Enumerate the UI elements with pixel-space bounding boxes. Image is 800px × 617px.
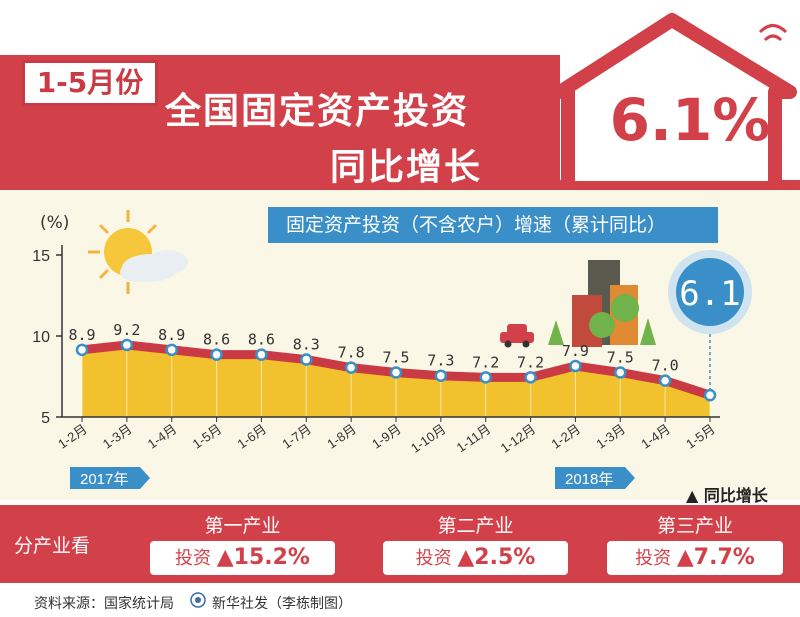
sector-card-primary: 第一产业 投资 ▲15.2% (135, 505, 350, 583)
sector-label: 投资 (635, 548, 672, 569)
data-point (300, 353, 313, 366)
data-point (255, 348, 268, 361)
x-tick-label: 1-7月 (279, 421, 314, 452)
sector-name: 第二产业 (437, 515, 514, 537)
data-point (658, 374, 672, 387)
x-tick-label: 1-8月 (324, 421, 359, 452)
data-point (75, 343, 89, 357)
sector-label: 投资 (175, 548, 211, 569)
sector-name: 第一产业 (204, 515, 281, 537)
data-label: 6.1 (679, 274, 740, 314)
data-label: 7.3 (427, 352, 454, 370)
sun-cloud-icon (88, 210, 188, 294)
data-point (434, 369, 448, 382)
car-icon (500, 324, 534, 348)
legend-label: ▲ 同比增长 (686, 486, 768, 505)
buildings-icon (548, 260, 656, 347)
data-label: 8.6 (203, 331, 230, 349)
page-title-line2: 同比增长 (330, 147, 483, 188)
header (0, 0, 800, 195)
x-tick-label: 1-6月 (234, 421, 269, 452)
data-point (479, 371, 492, 384)
data-label: 7.5 (607, 349, 634, 367)
x-tick-label: 1-4月 (145, 421, 180, 452)
data-point (569, 359, 582, 373)
x-tick-label: 1-3月 (100, 421, 135, 452)
x-tick-label: 1-2月 (548, 421, 583, 452)
data-point (524, 371, 537, 384)
data-point (120, 338, 134, 352)
data-label: 7.2 (517, 353, 544, 371)
sector-heading: 分产业看 (14, 535, 91, 557)
x-tick-label: 1-5月 (190, 421, 225, 452)
signal-icon (758, 24, 788, 42)
year-tag-2017: 2017年 (70, 467, 150, 489)
year-label-2018: 2018年 (565, 471, 613, 488)
year-label-2017: 2017年 (80, 471, 128, 488)
latest-value-bubble (668, 250, 752, 395)
footer-source: 资料来源：国家统计局 (34, 596, 174, 612)
footer-agency: 新华社发（李栋制图） (212, 596, 352, 612)
data-label: 8.6 (248, 331, 275, 349)
data-point (614, 366, 627, 379)
x-tick-label: 1-3月 (593, 421, 628, 452)
data-label: 8.3 (293, 336, 320, 354)
sector-label: 投资 (415, 548, 452, 569)
xinhua-logo-icon (190, 592, 206, 608)
y-tick-label: 15 (32, 248, 50, 265)
sector-card-secondary: 第二产业 投资 ▲2.5% (368, 505, 583, 583)
data-label: 7.9 (562, 342, 589, 360)
x-tick-label: 1-9月 (369, 421, 404, 452)
period-badge: 1-5月份 (22, 60, 158, 106)
chart-subtitle: 固定资产投资（不含农户）增速（累计同比） (268, 207, 718, 243)
x-tick-label: 1-5月 (683, 421, 718, 452)
year-tag-2018: 2018年 (555, 467, 635, 489)
x-tick-label: 1-11月 (454, 421, 494, 455)
sector-card-tertiary: 第三产业 投资 ▲7.7% (595, 505, 795, 583)
x-tick-label: 1-10月 (408, 421, 449, 456)
data-point (165, 343, 178, 357)
sector-value-box: 投资 ▲7.7% (607, 541, 783, 575)
y-tick-label: 5 (41, 410, 50, 427)
data-label: 7.8 (338, 344, 365, 362)
sector-value: ▲15.2% (216, 545, 310, 570)
sector-value: ▲7.7% (676, 545, 755, 570)
data-label: 7.0 (652, 357, 679, 375)
data-point (703, 388, 717, 402)
data-point (210, 348, 223, 361)
x-tick-label: 1-12月 (498, 421, 539, 456)
page-title: 全国固定资产投资 (165, 91, 470, 132)
data-label: 7.5 (382, 349, 409, 367)
sector-name: 第三产业 (656, 515, 733, 537)
data-label: 8.9 (68, 326, 95, 344)
house-icon (553, 13, 797, 195)
headline-value: 6.1% (609, 86, 771, 154)
data-label: 9.2 (113, 321, 140, 339)
sector-value: ▲2.5% (457, 545, 536, 570)
data-label: 8.9 (158, 326, 185, 344)
y-tick-label: 10 (32, 329, 50, 346)
data-point (389, 366, 403, 379)
x-tick-label: 1-4月 (638, 421, 673, 452)
data-label: 7.2 (472, 353, 499, 371)
sector-value-box: 投资 ▲15.2% (150, 541, 335, 575)
x-tick-label: 1-2月 (55, 421, 90, 452)
y-axis-unit: (%) (40, 213, 70, 233)
data-point (344, 361, 358, 374)
sector-value-box: 投资 ▲2.5% (383, 541, 568, 575)
